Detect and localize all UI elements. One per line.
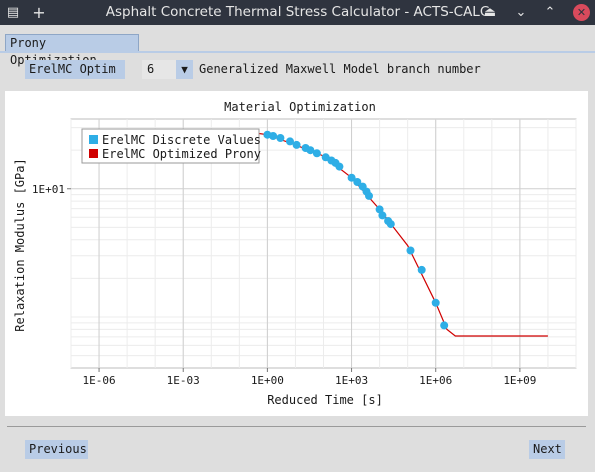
discrete-data-point (312, 149, 321, 158)
x-axis-label: Reduced Time [s] (267, 393, 383, 407)
x-tick-label: 1E-06 (82, 374, 115, 387)
branch-number-select[interactable]: 6 ▼ (142, 60, 193, 79)
y-axis-label: Relaxation Modulus [GPa] (13, 158, 27, 331)
discrete-data-point (440, 321, 449, 330)
discrete-data-point (378, 211, 387, 220)
discrete-data-point (292, 140, 301, 149)
tab-underline (0, 51, 595, 53)
discrete-data-point (276, 134, 285, 142)
chart-panel: 1E-06 1E-03 1E+00 1E+03 1E+06 1E+09 1E+01 Mate… (5, 91, 588, 416)
legend: ErelMC Discrete Values ErelMC Optimized … (81, 128, 261, 164)
discrete-data-point (365, 191, 373, 200)
discrete-data-point (406, 246, 415, 255)
legend-label-prony: ErelMC Optimized Prony (102, 147, 261, 161)
window-titlebar: ▤ + Asphalt Concrete Thermal Stress Calc… (0, 0, 595, 25)
tab-prony-optimization[interactable]: Prony Optimization (5, 34, 139, 67)
chart-svg: 1E-06 1E-03 1E+00 1E+03 1E+06 1E+09 1E+01 Mate… (13, 100, 577, 407)
discrete-data-point (431, 298, 440, 307)
previous-button[interactable]: Previous (25, 440, 88, 459)
chart-title: Material Optimization (224, 100, 376, 114)
next-button[interactable]: Next (529, 440, 565, 459)
eject-icon[interactable]: ⏏ (483, 5, 497, 20)
discrete-data-point (347, 173, 356, 182)
x-tick-label: 1E+06 (419, 374, 452, 387)
window-title: Asphalt Concrete Thermal Stress Calculat… (105, 4, 490, 20)
branch-number-value: 6 (147, 62, 155, 76)
x-tick-label: 1E+00 (251, 374, 284, 387)
legend-swatch-discrete (89, 135, 98, 144)
discrete-data-point (386, 220, 395, 229)
discrete-data-point (375, 205, 384, 214)
x-tick-label: 1E-03 (167, 374, 200, 387)
discrete-data-point (269, 132, 278, 140)
tick-layer: 1E-06 1E-03 1E+00 1E+03 1E+06 1E+09 1E+01 (32, 183, 537, 387)
chevron-down-icon[interactable]: ▼ (176, 60, 193, 79)
branch-number-label: Generalized Maxwell Model branch number (199, 62, 481, 76)
series-layer (99, 130, 548, 337)
modulus-type-button[interactable]: ErelMC Optim (25, 60, 125, 79)
close-icon[interactable]: ✕ (573, 4, 590, 21)
maximize-icon[interactable]: ⌃ (544, 5, 556, 20)
window-menu-icon[interactable]: ▤ (6, 5, 20, 20)
discrete-data-point (286, 137, 294, 146)
x-tick-label: 1E+09 (503, 374, 536, 387)
discrete-data-point (335, 162, 344, 171)
footer-divider (7, 426, 586, 427)
discrete-data-point (417, 265, 426, 274)
y-tick-label: 1E+01 (32, 183, 65, 196)
legend-label-discrete: ErelMC Discrete Values (102, 133, 261, 147)
minimize-icon[interactable]: ⌄ (515, 5, 527, 20)
discrete-data-point (353, 178, 362, 186)
add-icon[interactable]: + (32, 3, 46, 22)
discrete-data-point (306, 146, 315, 155)
x-tick-label: 1E+03 (335, 374, 368, 387)
legend-swatch-prony (89, 149, 98, 158)
legend-box (81, 128, 260, 164)
